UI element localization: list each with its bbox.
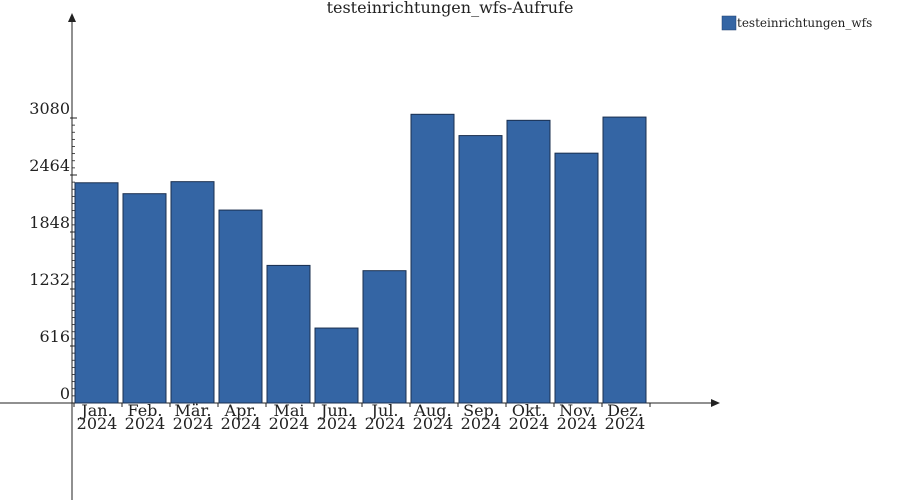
y-tick-label: 616 bbox=[39, 327, 70, 346]
x-tick-label-year: 2024 bbox=[509, 414, 550, 433]
bar bbox=[602, 116, 647, 404]
x-tick-label-month: Mai bbox=[273, 401, 304, 420]
x-tick-label-month: Jul. bbox=[370, 401, 399, 420]
y-tick-label: 3080 bbox=[29, 99, 70, 118]
bar bbox=[74, 182, 119, 404]
chart-title: testeinrichtungen_wfs-Aufrufe bbox=[327, 0, 574, 17]
bars bbox=[74, 113, 647, 404]
x-tick-label-year: 2024 bbox=[269, 414, 310, 433]
bar bbox=[314, 327, 359, 404]
x-tick-label-month: Jun. bbox=[319, 401, 353, 420]
legend: testeinrichtungen_wfs bbox=[721, 15, 872, 31]
x-axis-arrow bbox=[711, 399, 720, 407]
x-tick-label-month: Jan. bbox=[79, 401, 112, 420]
x-tick-label-year: 2024 bbox=[77, 414, 118, 433]
x-tick-label-month: Dez. bbox=[607, 401, 643, 420]
y-tick-label: 0 bbox=[60, 384, 70, 403]
x-tick-label-month: Aug. bbox=[413, 401, 451, 420]
bar bbox=[554, 152, 599, 404]
x-tick-labels: Jan.2024Feb.2024Mär.2024Apr.2024Mai2024J… bbox=[77, 401, 646, 433]
x-tick-label-year: 2024 bbox=[557, 414, 598, 433]
y-tick-label: 2464 bbox=[29, 156, 70, 175]
bar bbox=[266, 264, 311, 404]
x-tick-label-month: Okt. bbox=[512, 401, 546, 420]
x-tick-label-month: Nov. bbox=[559, 401, 595, 420]
bar bbox=[122, 193, 167, 404]
x-tick-label-year: 2024 bbox=[461, 414, 502, 433]
x-tick-label-month: Mär. bbox=[175, 401, 212, 420]
x-tick-label-month: Feb. bbox=[127, 401, 162, 420]
y-tick-label: 1848 bbox=[29, 213, 70, 232]
bar bbox=[218, 209, 263, 404]
legend-label: testeinrichtungen_wfs bbox=[737, 16, 872, 30]
bar bbox=[362, 270, 407, 404]
y-axis-arrow bbox=[68, 13, 76, 22]
x-tick-label-month: Sep. bbox=[463, 401, 499, 420]
legend-swatch bbox=[721, 15, 737, 31]
bar bbox=[506, 119, 551, 404]
y-tick-label: 1232 bbox=[29, 270, 70, 289]
x-tick-label-year: 2024 bbox=[173, 414, 214, 433]
x-tick-label-year: 2024 bbox=[317, 414, 358, 433]
y-tick-labels: 0 616 1232 1848 2464 3080 bbox=[29, 99, 70, 403]
x-tick-label-month: Apr. bbox=[224, 401, 258, 420]
x-tick-label-year: 2024 bbox=[365, 414, 406, 433]
x-tick-label-year: 2024 bbox=[125, 414, 166, 433]
bar bbox=[458, 135, 503, 404]
x-tick-label-year: 2024 bbox=[605, 414, 646, 433]
x-tick-label-year: 2024 bbox=[413, 414, 454, 433]
x-tick-label-year: 2024 bbox=[221, 414, 262, 433]
bar bbox=[170, 181, 215, 404]
bar bbox=[410, 113, 455, 404]
